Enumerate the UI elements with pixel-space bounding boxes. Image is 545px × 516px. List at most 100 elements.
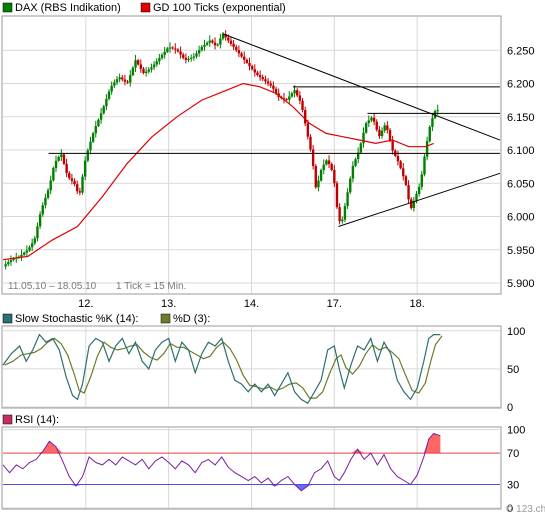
- candle-body: [402, 168, 405, 177]
- candle-body: [221, 34, 225, 39]
- candle-body: [184, 57, 188, 60]
- candle-body: [343, 205, 347, 220]
- candle-body: [425, 141, 429, 157]
- y-tick-label: 70: [507, 448, 519, 460]
- candle-body: [410, 199, 413, 209]
- rsi-overbought-fill: [3, 433, 441, 454]
- candle-body: [166, 48, 169, 52]
- main-grid: [3, 17, 500, 293]
- candle-body: [258, 74, 262, 78]
- candle-body: [89, 141, 92, 151]
- candle-body: [23, 252, 26, 255]
- candle-body: [105, 98, 108, 107]
- candle-body: [256, 72, 259, 75]
- candle-body: [303, 110, 307, 124]
- candle-body: [245, 59, 249, 63]
- candle-body: [309, 136, 312, 150]
- candle-body: [78, 191, 82, 193]
- candle-body: [351, 165, 355, 179]
- candle-body: [144, 71, 148, 73]
- stoch-k-line: [2, 333, 441, 405]
- candle-body: [171, 47, 174, 49]
- y-tick-label: 6.200: [507, 79, 535, 91]
- candle-body: [41, 205, 44, 215]
- candle-body: [219, 38, 222, 45]
- candle-body: [380, 130, 384, 137]
- candle-body: [388, 130, 392, 141]
- candle-body: [200, 46, 203, 51]
- candle-body: [129, 75, 132, 83]
- stoch-panel: 0 50 100: [1, 325, 525, 414]
- candle-body: [433, 110, 437, 119]
- candle-body: [139, 64, 143, 69]
- candle-body: [4, 264, 7, 267]
- main-y-axis: 5.900 5.950 6.000 6.050 6.100 6.150 6.200 6.250: [507, 45, 535, 290]
- candle-body: [86, 150, 90, 161]
- candle-body: [123, 79, 127, 82]
- y-tick-label: 6.100: [507, 145, 535, 157]
- y-tick-label: 5.900: [507, 278, 535, 290]
- y-tick-label: 100: [507, 425, 525, 437]
- candle-body: [76, 184, 79, 192]
- candle-body: [118, 77, 121, 80]
- candle-body: [266, 81, 270, 84]
- candle-body: [38, 214, 42, 227]
- candle-body: [163, 51, 166, 55]
- candle-body: [168, 47, 172, 49]
- candle-body: [407, 185, 410, 200]
- candle-body: [383, 125, 386, 131]
- candle-body: [49, 180, 52, 191]
- candle-body: [436, 110, 439, 112]
- candle-body: [60, 154, 63, 157]
- candle-body: [235, 46, 238, 51]
- candle-body: [81, 176, 84, 193]
- candle-body: [293, 90, 296, 94]
- legend-swatch-rsi: [2, 414, 13, 425]
- legend-label-ma: GD 100 Ticks (exponential): [153, 2, 286, 14]
- candle-body: [33, 238, 37, 244]
- candle-body: [7, 262, 10, 265]
- watermark: © 123.ch: [506, 504, 545, 515]
- candle-body: [370, 117, 373, 121]
- candle-body: [30, 243, 34, 248]
- candle-body: [314, 165, 317, 188]
- x-tick-label: 12.: [78, 298, 93, 310]
- candle-body: [319, 169, 323, 181]
- y-tick-label: 6.150: [507, 112, 535, 124]
- legend-swatch-dax: [2, 2, 13, 13]
- x-tick-label: 17.: [327, 298, 342, 310]
- main-panel: 5.900 5.950 6.000 6.050 6.100 6.150 6.200 6.250…: [1, 15, 535, 295]
- candle-body: [296, 90, 299, 96]
- candle-body: [415, 193, 418, 201]
- candle-body: [269, 83, 272, 86]
- legend-label-dax: DAX (RBS Indikation): [15, 2, 121, 14]
- candle-body: [248, 62, 251, 67]
- y-tick-label: 0: [507, 503, 513, 515]
- candle-body: [110, 85, 113, 92]
- candle-body: [417, 186, 421, 194]
- candle-body: [115, 79, 119, 83]
- candle-body: [372, 117, 376, 122]
- tick-interval-label: 1 Tick = 15 Min.: [116, 281, 186, 292]
- candle-body: [362, 132, 365, 144]
- candle-body: [227, 37, 230, 41]
- legend-swatch-d: [160, 313, 171, 324]
- candle-body: [195, 53, 198, 57]
- candle-body: [359, 143, 363, 153]
- candle-body: [208, 40, 211, 43]
- candle-body: [216, 44, 219, 46]
- candle-body: [423, 156, 426, 175]
- candle-body: [205, 42, 209, 45]
- y-tick-label: 30: [507, 479, 519, 491]
- candle-body: [142, 68, 145, 73]
- candle-body: [301, 100, 304, 111]
- legend-label-rsi: RSI (14):: [15, 414, 59, 426]
- candle-body: [150, 67, 153, 70]
- candle-body: [176, 49, 180, 52]
- candle-body: [174, 48, 177, 50]
- date-range-label: 11.05.10 – 18.05.10: [8, 281, 97, 292]
- candle-body: [152, 64, 156, 68]
- y-tick-label: 0: [507, 402, 513, 414]
- candle-body: [68, 173, 71, 179]
